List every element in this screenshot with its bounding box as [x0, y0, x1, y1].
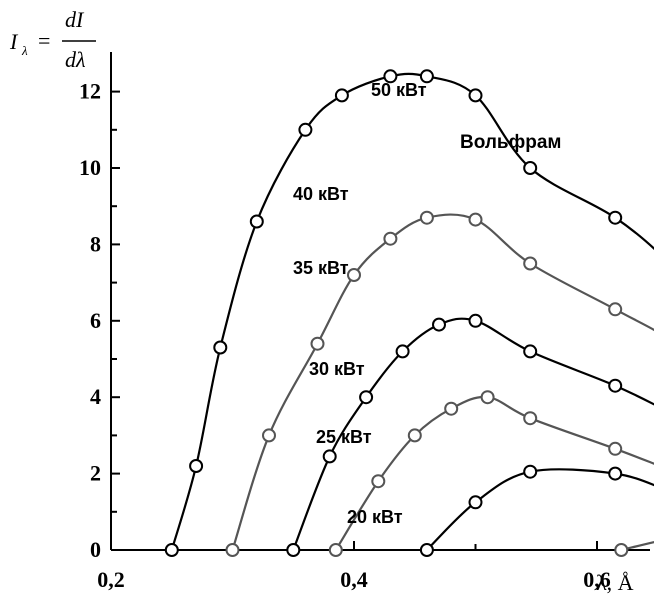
y-label-denominator: dλ — [65, 47, 86, 72]
series-label-25: 25 кВт — [316, 427, 372, 447]
data-point — [608, 210, 623, 225]
y-tick-label: 8 — [90, 231, 101, 256]
series-line — [292, 317, 654, 551]
data-point — [298, 122, 313, 137]
data-point — [383, 231, 398, 246]
series-2 — [286, 313, 654, 557]
y-label-numerator: dI — [65, 7, 85, 32]
data-point — [523, 161, 538, 175]
data-point — [523, 464, 538, 479]
data-point — [322, 449, 337, 464]
data-point — [468, 495, 483, 510]
y-tick-label: 12 — [79, 79, 101, 104]
data-point — [286, 543, 301, 557]
series-label-50: 50 кВт — [371, 80, 427, 100]
y-axis-label: I λ = dI dλ — [9, 7, 96, 72]
data-point — [213, 340, 228, 355]
data-point — [468, 88, 483, 103]
series-line — [231, 213, 654, 551]
y-label-sub: λ — [21, 43, 28, 58]
data-point — [383, 69, 398, 84]
series-label-40: 40 кВт — [293, 184, 349, 204]
data-point — [614, 543, 629, 557]
data-point — [334, 88, 349, 103]
data-point — [608, 466, 623, 481]
series-0 — [164, 69, 654, 557]
y-tick-label: 4 — [90, 384, 101, 409]
y-label-i: I — [9, 29, 19, 54]
data-point — [371, 474, 386, 489]
data-point — [419, 543, 434, 557]
data-point — [419, 69, 434, 84]
series-label-20: 20 кВт — [347, 507, 403, 527]
x-tick-label: 0,4 — [340, 567, 368, 592]
data-point — [225, 543, 240, 557]
data-point — [468, 212, 483, 227]
y-tick-label: 2 — [90, 461, 101, 486]
data-point — [359, 390, 374, 405]
y-tick-label: 6 — [90, 308, 101, 333]
data-point — [328, 543, 343, 557]
data-point — [523, 411, 538, 426]
data-point — [432, 317, 446, 332]
data-point — [310, 336, 325, 351]
data-point — [608, 441, 623, 456]
data-point — [249, 214, 264, 229]
data-point — [262, 428, 276, 443]
series-4 — [419, 464, 654, 557]
data-point — [164, 543, 179, 557]
data-point — [407, 428, 422, 443]
x-tick-label: 0,6 — [583, 567, 611, 592]
series-label-35: 35 кВт — [293, 258, 349, 278]
material-annotation: Вольфрам — [460, 132, 561, 153]
y-tick-label: 10 — [79, 155, 101, 180]
series-5 — [614, 540, 654, 557]
x-axis-label: λ, Å — [596, 570, 634, 595]
y-label-equals: = — [38, 28, 50, 53]
series-line — [334, 395, 654, 551]
label-group: Вольфрам 50 кВт 40 кВт 35 кВт 30 кВт 25 … — [9, 7, 634, 595]
data-point — [523, 256, 538, 271]
data-point — [468, 313, 483, 328]
axes — [110, 52, 650, 551]
series-1 — [225, 210, 654, 557]
series-label-30: 30 кВт — [309, 359, 365, 379]
y-tick-label: 0 — [90, 537, 101, 562]
data-point — [480, 390, 495, 405]
data-point — [608, 302, 623, 317]
x-tick-label: 0,2 — [97, 567, 125, 592]
data-point — [608, 378, 623, 393]
data-point — [395, 344, 410, 359]
series-3 — [328, 390, 654, 557]
series-line — [426, 468, 654, 551]
data-point — [444, 401, 459, 416]
data-point — [189, 459, 204, 473]
data-point — [419, 210, 434, 225]
series-line — [170, 72, 654, 551]
data-point — [523, 344, 538, 359]
data-point — [347, 268, 361, 282]
series-group — [164, 69, 654, 557]
